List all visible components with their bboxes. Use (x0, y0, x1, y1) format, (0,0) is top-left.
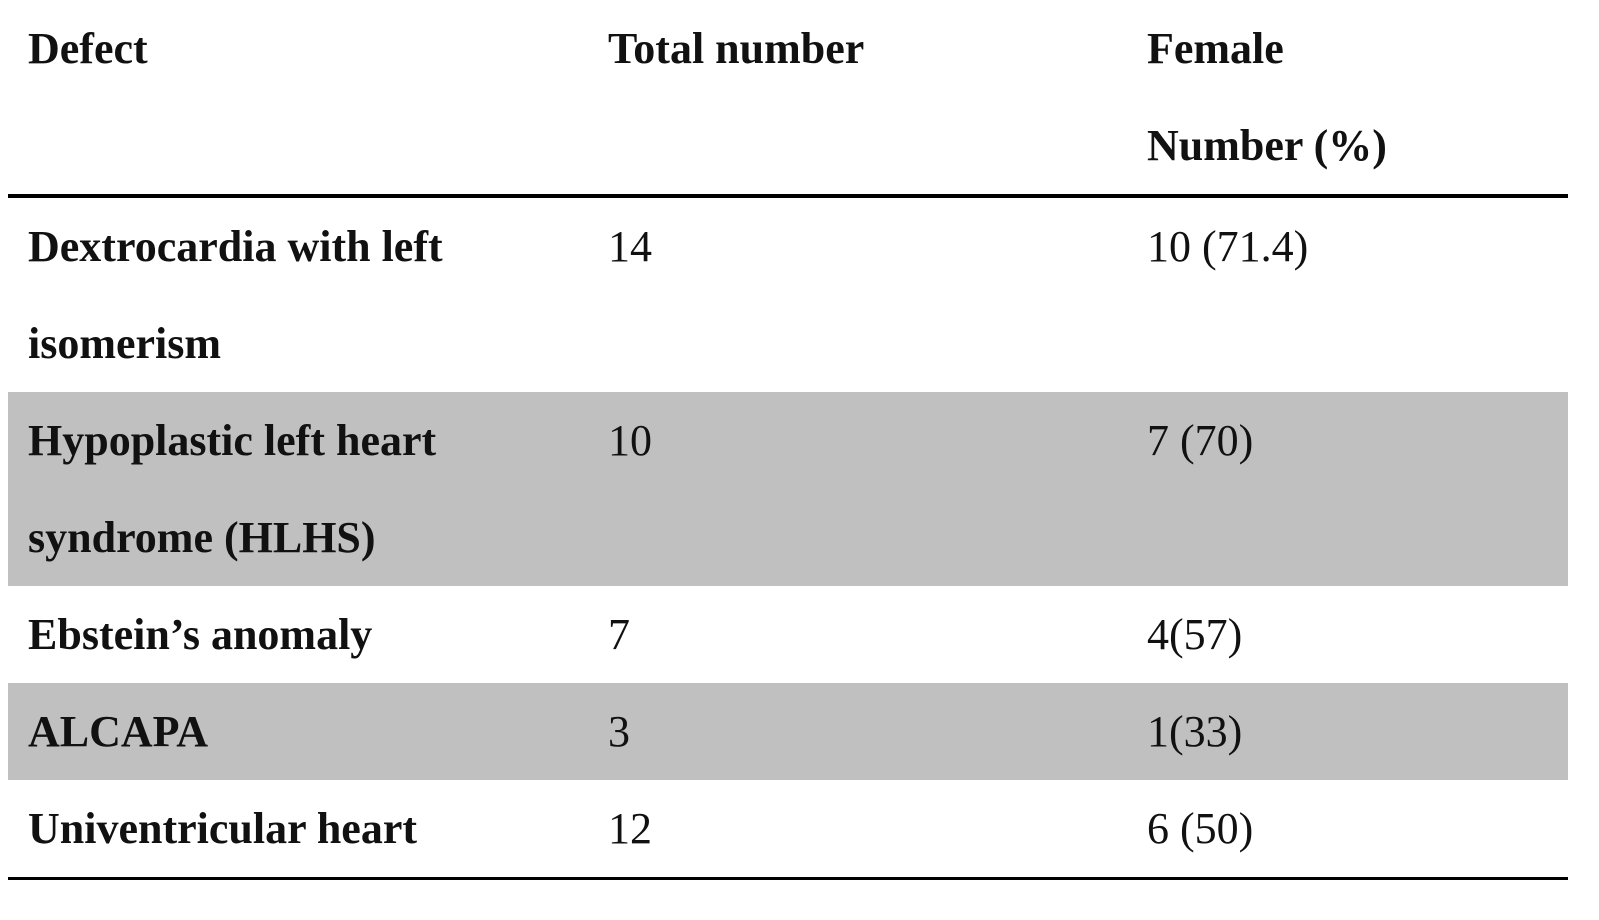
header-cell: Total number (608, 0, 1147, 196)
table-cell: 7 (70) (1147, 392, 1568, 586)
header-text: Female Number (%) (1147, 24, 1387, 170)
cell-text: Univentricular heart (28, 804, 418, 853)
table-cell: 3 (608, 683, 1147, 780)
cell-text: 10 (608, 416, 652, 465)
cell-text: 7 (608, 610, 630, 659)
header-text: Total number (608, 24, 865, 73)
cell-text: 7 (70) (1147, 416, 1254, 465)
table-cell: Dextrocardia with left isomerism (8, 196, 608, 392)
table-cell: 14 (608, 196, 1147, 392)
table-cell: 4(57) (1147, 586, 1568, 683)
table-row: Univentricular heart 12 6 (50) (8, 780, 1568, 879)
cell-text: Dextrocardia with left isomerism (28, 222, 443, 368)
table-cell: 12 (608, 780, 1147, 879)
cell-text: Hypoplastic left heart syndrome (HLHS) (28, 416, 437, 562)
header-cell: Female Number (%) (1147, 0, 1568, 196)
table-row: Ebstein’s anomaly 7 4(57) (8, 586, 1568, 683)
header-text: Defect (28, 24, 148, 73)
table-row: Dextrocardia with left isomerism 14 10 (71… (8, 196, 1568, 392)
cell-text: 12 (608, 804, 652, 853)
cell-text: 3 (608, 707, 630, 756)
table-cell: 6 (50) (1147, 780, 1568, 879)
table-cell: 10 (608, 392, 1147, 586)
data-table: Defect Total number Female Number (%) Dext… (8, 0, 1568, 880)
cell-text: 6 (50) (1147, 804, 1254, 853)
cell-text: 4(57) (1147, 610, 1243, 659)
table-cell: ALCAPA (8, 683, 608, 780)
table-cell: 10 (71.4) (1147, 196, 1568, 392)
cell-text: ALCAPA (28, 707, 209, 756)
cell-text: 10 (71.4) (1147, 222, 1309, 271)
table-cell: Univentricular heart (8, 780, 608, 879)
table-body: Dextrocardia with left isomerism 14 10 (71… (8, 196, 1568, 879)
table-cell: Hypoplastic left heart syndrome (HLHS) (8, 392, 608, 586)
table-row: ALCAPA 3 1(33) (8, 683, 1568, 780)
table-row: Hypoplastic left heart syndrome (HLHS) 10… (8, 392, 1568, 586)
header-cell: Defect (8, 0, 608, 196)
table-cell: 1(33) (1147, 683, 1568, 780)
cell-text: 1(33) (1147, 707, 1243, 756)
cell-text: Ebstein’s anomaly (28, 610, 373, 659)
cell-text: 14 (608, 222, 652, 271)
table-cell: 7 (608, 586, 1147, 683)
header-row: Defect Total number Female Number (%) (8, 0, 1568, 196)
table-cell: Ebstein’s anomaly (8, 586, 608, 683)
